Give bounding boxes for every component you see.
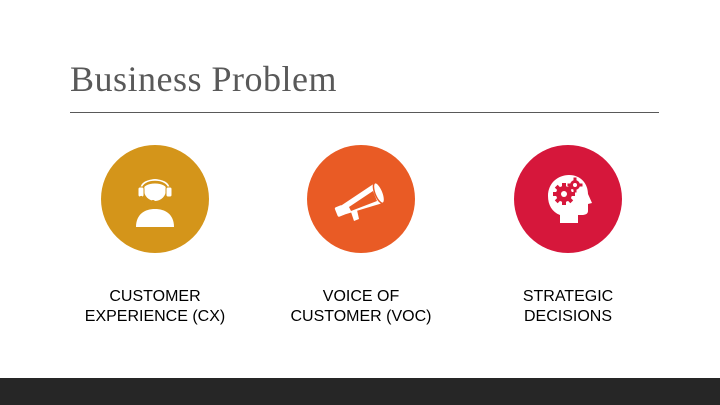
item-customer-experience: CUSTOMER EXPERIENCE (CX)	[55, 145, 255, 327]
icon-circle-customer-experience	[101, 145, 209, 253]
footer-bar	[0, 378, 720, 405]
slide-title: Business Problem	[70, 59, 338, 99]
item-label-line2: CUSTOMER (VOC)	[290, 308, 432, 325]
megaphone-icon	[334, 181, 386, 221]
item-label-voice-of-customer: VOICE OF CUSTOMER (VOC)	[261, 287, 461, 327]
item-label-line1: STRATEGIC	[522, 288, 614, 305]
item-voice-of-customer: VOICE OF CUSTOMER (VOC)	[261, 145, 461, 327]
icon-circle-strategic-decisions	[514, 145, 622, 253]
item-label-line2: EXPERIENCE (CX)	[84, 308, 226, 325]
item-label-line1: VOICE OF	[322, 288, 400, 305]
item-label-customer-experience: CUSTOMER EXPERIENCE (CX)	[55, 287, 255, 327]
head-gears-icon	[548, 175, 592, 223]
icon-circle-voice-of-customer	[307, 145, 415, 253]
item-label-line1: CUSTOMER	[109, 288, 201, 305]
item-label-line2: DECISIONS	[523, 308, 612, 325]
customer-support-headset-icon	[136, 179, 174, 227]
item-strategic-decisions: STRATEGIC DECISIONS	[468, 145, 668, 327]
title-divider	[70, 112, 659, 113]
item-label-strategic-decisions: STRATEGIC DECISIONS	[468, 287, 668, 327]
